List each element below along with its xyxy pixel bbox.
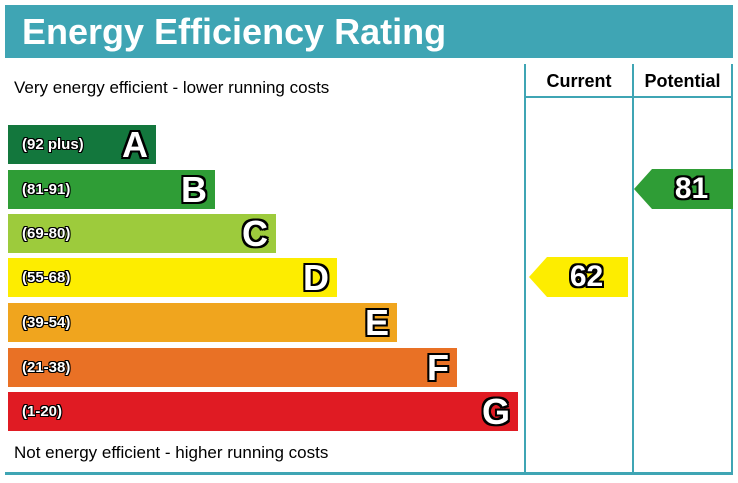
current-rating-value: 62 [569,260,604,293]
table-border-current-right [632,64,634,472]
caption-very-efficient: Very energy efficient - lower running co… [14,78,330,97]
band-row-d: (55-68) D [8,258,337,297]
band-range-b: (81-91) [22,181,71,198]
band-range-c: (69-80) [22,225,71,242]
table-border-current-left [524,64,526,472]
caption-not-efficient: Not energy efficient - higher running co… [14,443,329,462]
table-header-underline [524,96,733,98]
band-row-f: (21-38) F [8,348,457,387]
left-arrow-icon [529,257,628,297]
potential-rating-value: 81 [674,172,709,205]
band-letter-d: D [303,257,329,298]
band-row-g: (1-20) G [8,392,518,431]
band-row-c: (69-80) C [8,214,276,253]
band-letter-g: G [481,391,510,432]
current-rating-arrow: 62 [529,257,628,297]
band-row-b: (81-91) B [8,170,215,209]
band-range-d: (55-68) [22,269,71,286]
band-range-g: (1-20) [22,403,63,420]
table-border-right [731,64,733,472]
chart-title: Energy Efficiency Rating [22,11,447,52]
band-range-e: (39-54) [22,314,71,331]
band-range-f: (21-38) [22,359,71,376]
band-letter-f: F [427,347,449,388]
band-row-a: (92 plus) A [8,125,156,164]
chart-title-bar: Energy Efficiency Rating [5,5,733,58]
potential-column-header: Potential [644,71,721,91]
band-range-a: (92 plus) [22,136,84,153]
band-letter-c: C [242,213,268,254]
band-letter-b: B [181,169,207,210]
potential-rating-arrow: 81 [634,169,733,209]
band-row-e: (39-54) E [8,303,397,342]
band-letter-e: E [364,302,389,343]
left-arrow-icon [634,169,733,209]
band-letter-a: A [122,124,148,165]
current-column-header: Current [546,71,612,91]
chart-bottom-border [5,472,733,475]
